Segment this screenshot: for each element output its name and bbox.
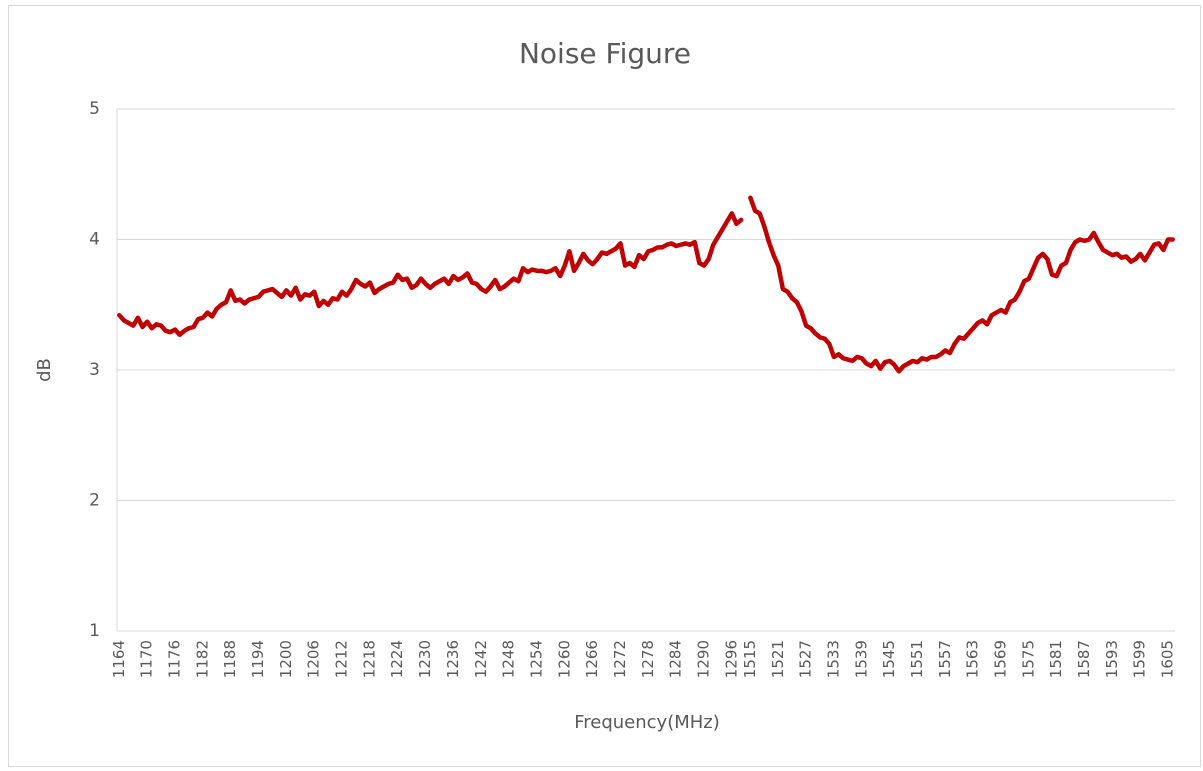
x-axis-title: Frequency(MHz) (574, 712, 720, 733)
x-tick-label: 1182 (193, 640, 211, 678)
x-tick-label: 1260 (555, 640, 573, 678)
chart-title: Noise Figure (519, 37, 691, 70)
x-tick-label: 1254 (527, 640, 545, 678)
x-tick-label: 1242 (472, 640, 490, 678)
x-tick-label: 1533 (824, 640, 842, 678)
x-tick-label: 1539 (852, 640, 870, 678)
x-tick-label: 1575 (1019, 640, 1037, 678)
data-line (117, 195, 1175, 374)
x-tick-label: 1545 (880, 640, 898, 678)
x-tick-label: 1230 (416, 640, 434, 678)
y-tick-label: 2 (89, 491, 100, 511)
x-tick-label: 1521 (769, 640, 787, 678)
x-tick-label: 1194 (249, 640, 267, 678)
x-tick-label: 1284 (667, 640, 685, 678)
x-tick-label: 1272 (611, 640, 629, 678)
x-tick-label: 1515 (741, 640, 759, 678)
x-tick-label: 1206 (305, 640, 323, 678)
y-tick-label: 4 (89, 230, 100, 250)
y-tick-label: 5 (89, 99, 100, 119)
x-tick-label: 1266 (583, 640, 601, 678)
x-tick-label: 1557 (936, 640, 954, 678)
chart-frame (8, 5, 1201, 767)
x-tick-label: 1599 (1131, 640, 1149, 678)
x-tick-label: 1224 (388, 640, 406, 678)
x-tick-label: 1212 (333, 640, 351, 678)
x-tick-label: 1581 (1047, 640, 1065, 678)
x-tick-label: 1605 (1159, 640, 1177, 678)
x-tick-label: 1236 (444, 640, 462, 678)
x-tick-label: 1278 (639, 640, 657, 678)
x-tick-label: 1218 (360, 640, 378, 678)
x-tick-label: 1248 (500, 640, 518, 678)
y-axis-title: dB (34, 358, 55, 382)
x-tick-label: 1569 (991, 640, 1009, 678)
x-tick-label: 1527 (797, 640, 815, 678)
x-tick-label: 1296 (722, 640, 740, 678)
x-tick-label: 1290 (695, 640, 713, 678)
x-tick-label: 1587 (1075, 640, 1093, 678)
x-tick-label: 1170 (138, 640, 156, 678)
x-tick-label: 1593 (1103, 640, 1121, 678)
x-tick-label: 1164 (110, 640, 128, 678)
x-tick-label: 1551 (908, 640, 926, 678)
x-tick-label: 1563 (964, 640, 982, 678)
x-tick-label: 1176 (166, 640, 184, 678)
x-tick-label: 1200 (277, 640, 295, 678)
x-tick-label: 1188 (221, 640, 239, 678)
y-tick-label: 1 (89, 621, 100, 641)
y-tick-label: 3 (89, 360, 100, 380)
